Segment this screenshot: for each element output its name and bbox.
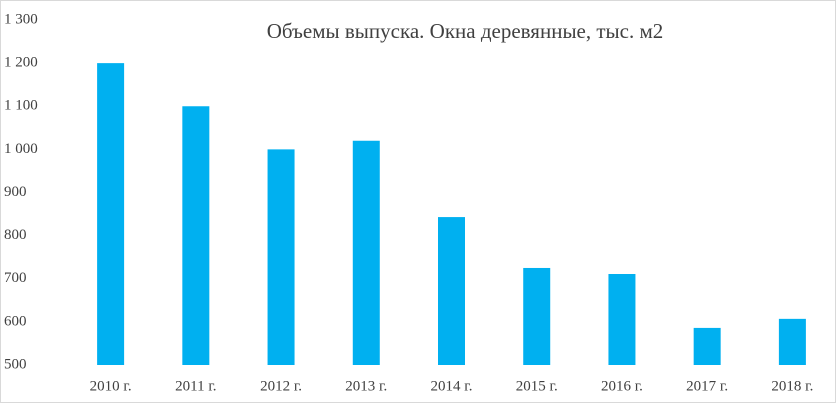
y-tick-label: 900 [4, 184, 27, 200]
bar [97, 63, 125, 365]
bar [182, 106, 210, 365]
y-tick-label: 500 [4, 356, 27, 372]
bar [778, 318, 806, 365]
bar [352, 140, 380, 365]
y-tick-label: 1 000 [4, 141, 38, 157]
y-tick-label: 600 [4, 313, 27, 329]
x-tick-label: 2015 г. [516, 378, 558, 394]
x-tick-label: 2013 г. [345, 378, 387, 394]
y-tick-label: 800 [4, 227, 27, 243]
x-tick-label: 2011 г. [175, 378, 216, 394]
y-tick-label: 1 300 [4, 11, 38, 27]
y-tick-label: 1 100 [4, 98, 38, 114]
x-tick-label: 2016 г. [601, 378, 643, 394]
x-tick-label: 2012 г. [260, 378, 302, 394]
x-tick-label: 2018 г. [771, 378, 813, 394]
chart-title: Объемы выпуска. Окна деревянные, тыс. м2 [267, 19, 664, 43]
x-tick-label: 2010 г. [90, 378, 132, 394]
bar [438, 217, 465, 365]
x-tick-label: 2014 г. [431, 378, 473, 394]
bar [523, 267, 551, 365]
bar [693, 327, 721, 365]
x-tick-label: 2017 г. [686, 378, 728, 394]
y-tick-label: 700 [4, 270, 27, 286]
bar [267, 149, 295, 365]
y-tick-label: 1 200 [4, 55, 38, 71]
bar [608, 274, 636, 365]
